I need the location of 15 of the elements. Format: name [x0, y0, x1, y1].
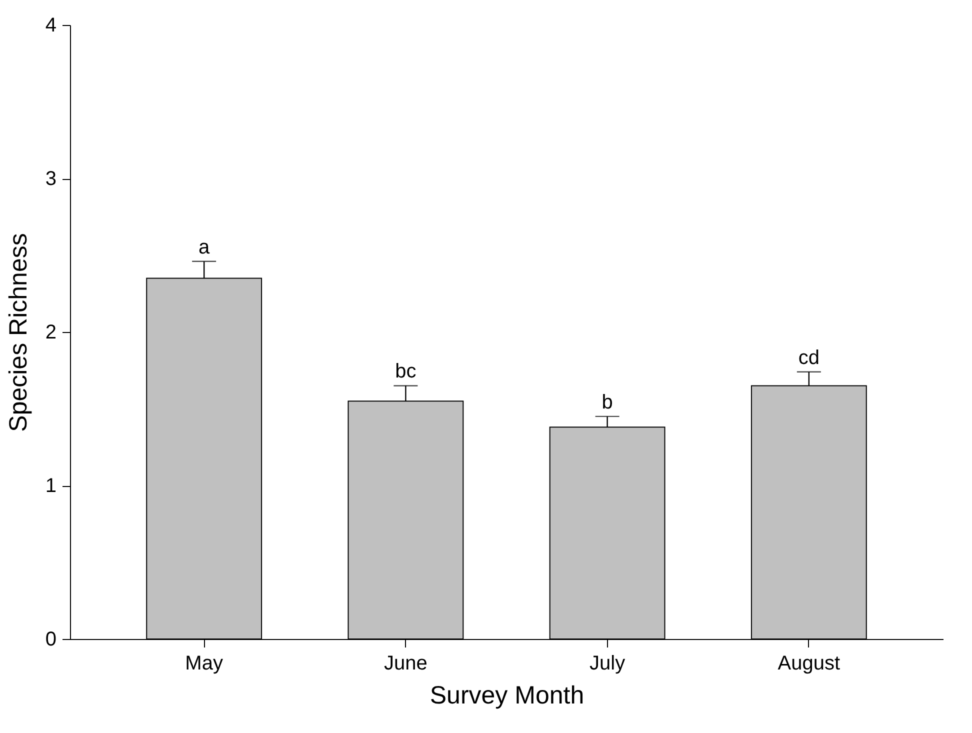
y-tick-label: 2 [45, 322, 56, 344]
x-tick-label: June [384, 652, 428, 674]
y-tick-label: 1 [45, 475, 56, 497]
x-tick-label: May [185, 652, 223, 674]
y-tick-label: 3 [45, 168, 56, 190]
annotation: b [602, 391, 613, 414]
y-tick-label: 4 [45, 14, 56, 36]
x-tick-label: August [778, 652, 840, 674]
y-axis-title: Species Richness [4, 233, 32, 432]
annotation: bc [395, 360, 416, 383]
y-tick-label: 0 [45, 628, 56, 650]
annotation: a [198, 236, 211, 258]
x-axis-title: Survey Month [430, 682, 584, 710]
x-tick-label: July [590, 652, 626, 674]
annotation: cd [798, 346, 820, 369]
